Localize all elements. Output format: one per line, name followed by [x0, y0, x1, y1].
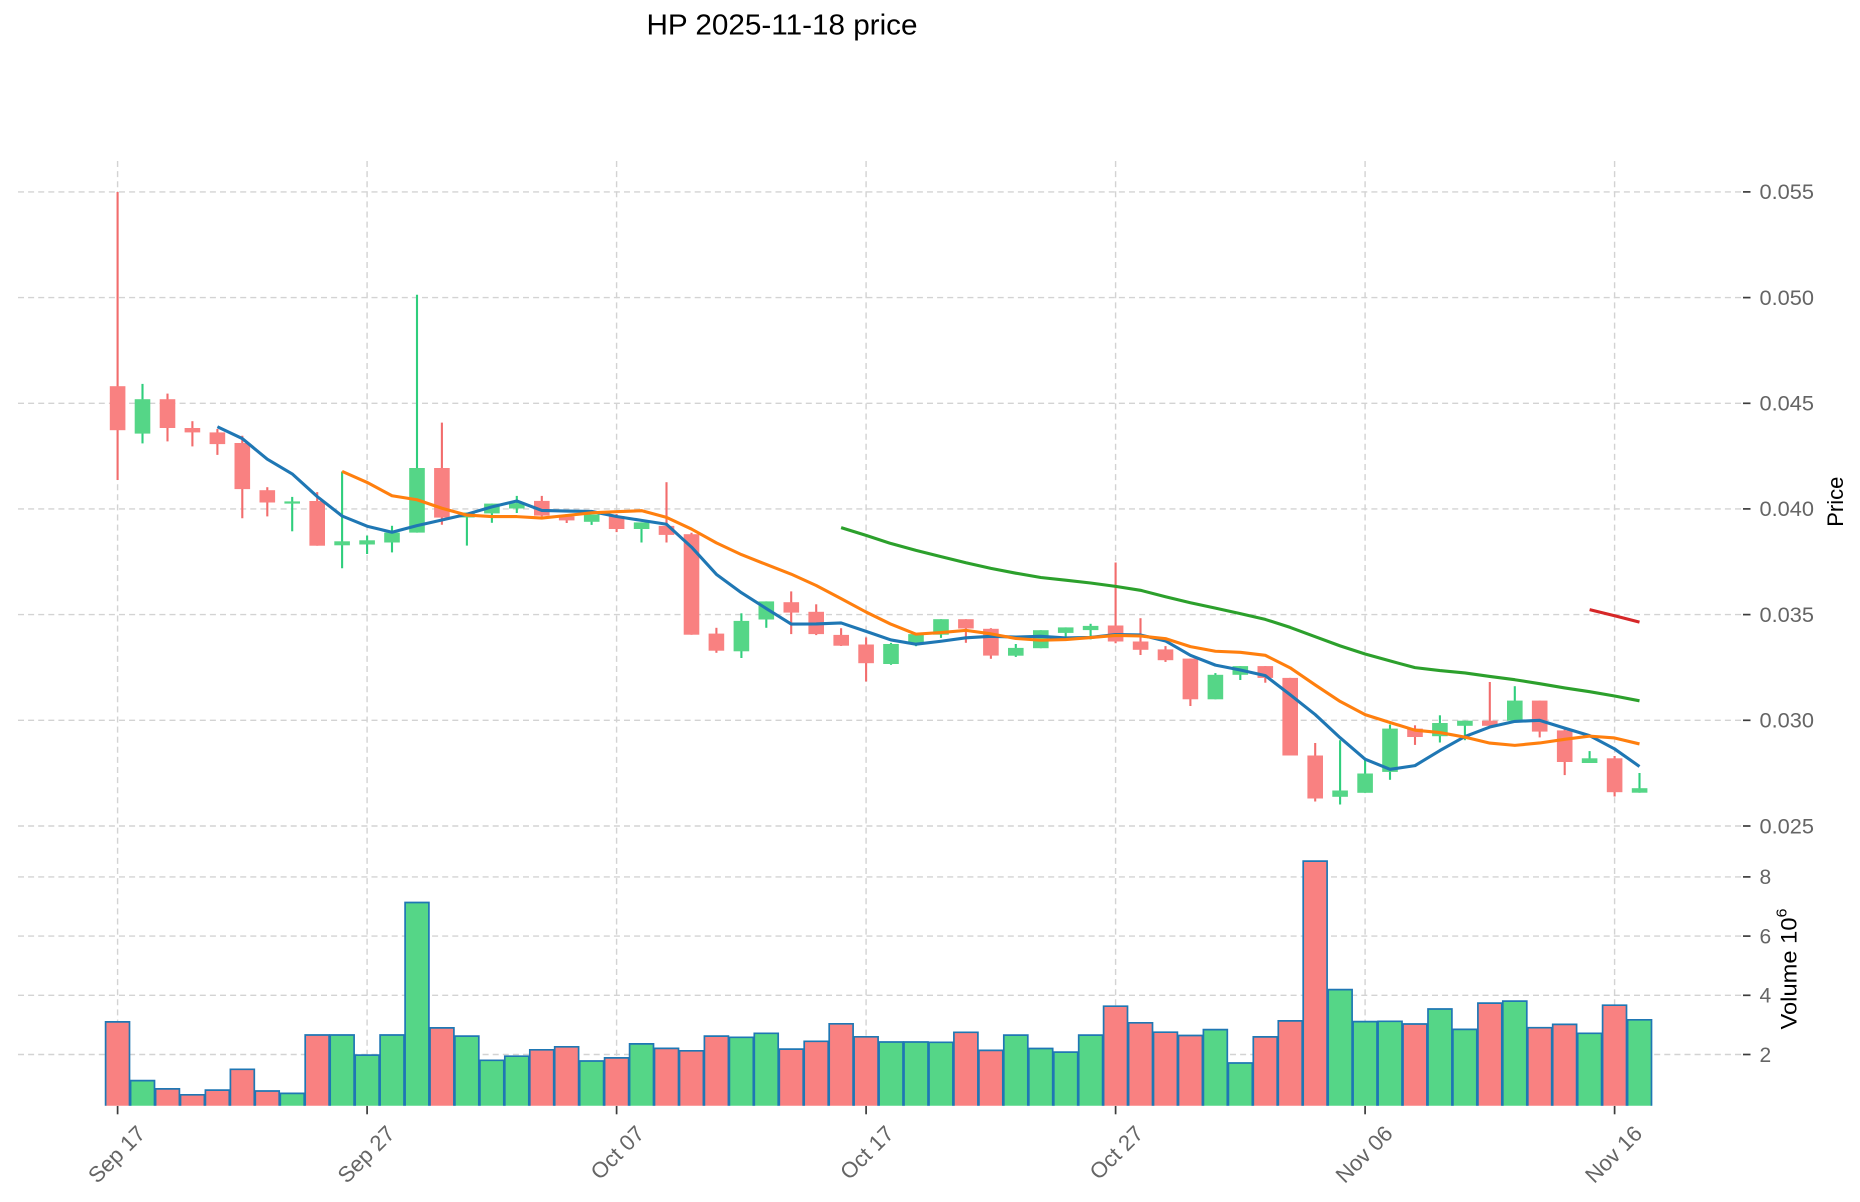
svg-text:Volume 106: Volume 106 — [1774, 909, 1802, 1030]
svg-text:0.030: 0.030 — [1760, 710, 1815, 733]
svg-text:6: 6 — [1760, 925, 1772, 948]
svg-text:0.050: 0.050 — [1760, 287, 1815, 310]
svg-text:0.045: 0.045 — [1760, 393, 1815, 416]
svg-text:HP 2025-11-18 price: HP 2025-11-18 price — [647, 10, 918, 42]
svg-text:Price: Price — [1823, 477, 1848, 527]
svg-text:8: 8 — [1760, 866, 1772, 889]
svg-text:2: 2 — [1760, 1044, 1772, 1067]
svg-text:0.035: 0.035 — [1760, 604, 1815, 627]
svg-text:0.040: 0.040 — [1760, 498, 1815, 521]
svg-text:0.055: 0.055 — [1760, 181, 1815, 204]
svg-text:0.025: 0.025 — [1760, 815, 1815, 838]
svg-text:4: 4 — [1760, 985, 1772, 1008]
